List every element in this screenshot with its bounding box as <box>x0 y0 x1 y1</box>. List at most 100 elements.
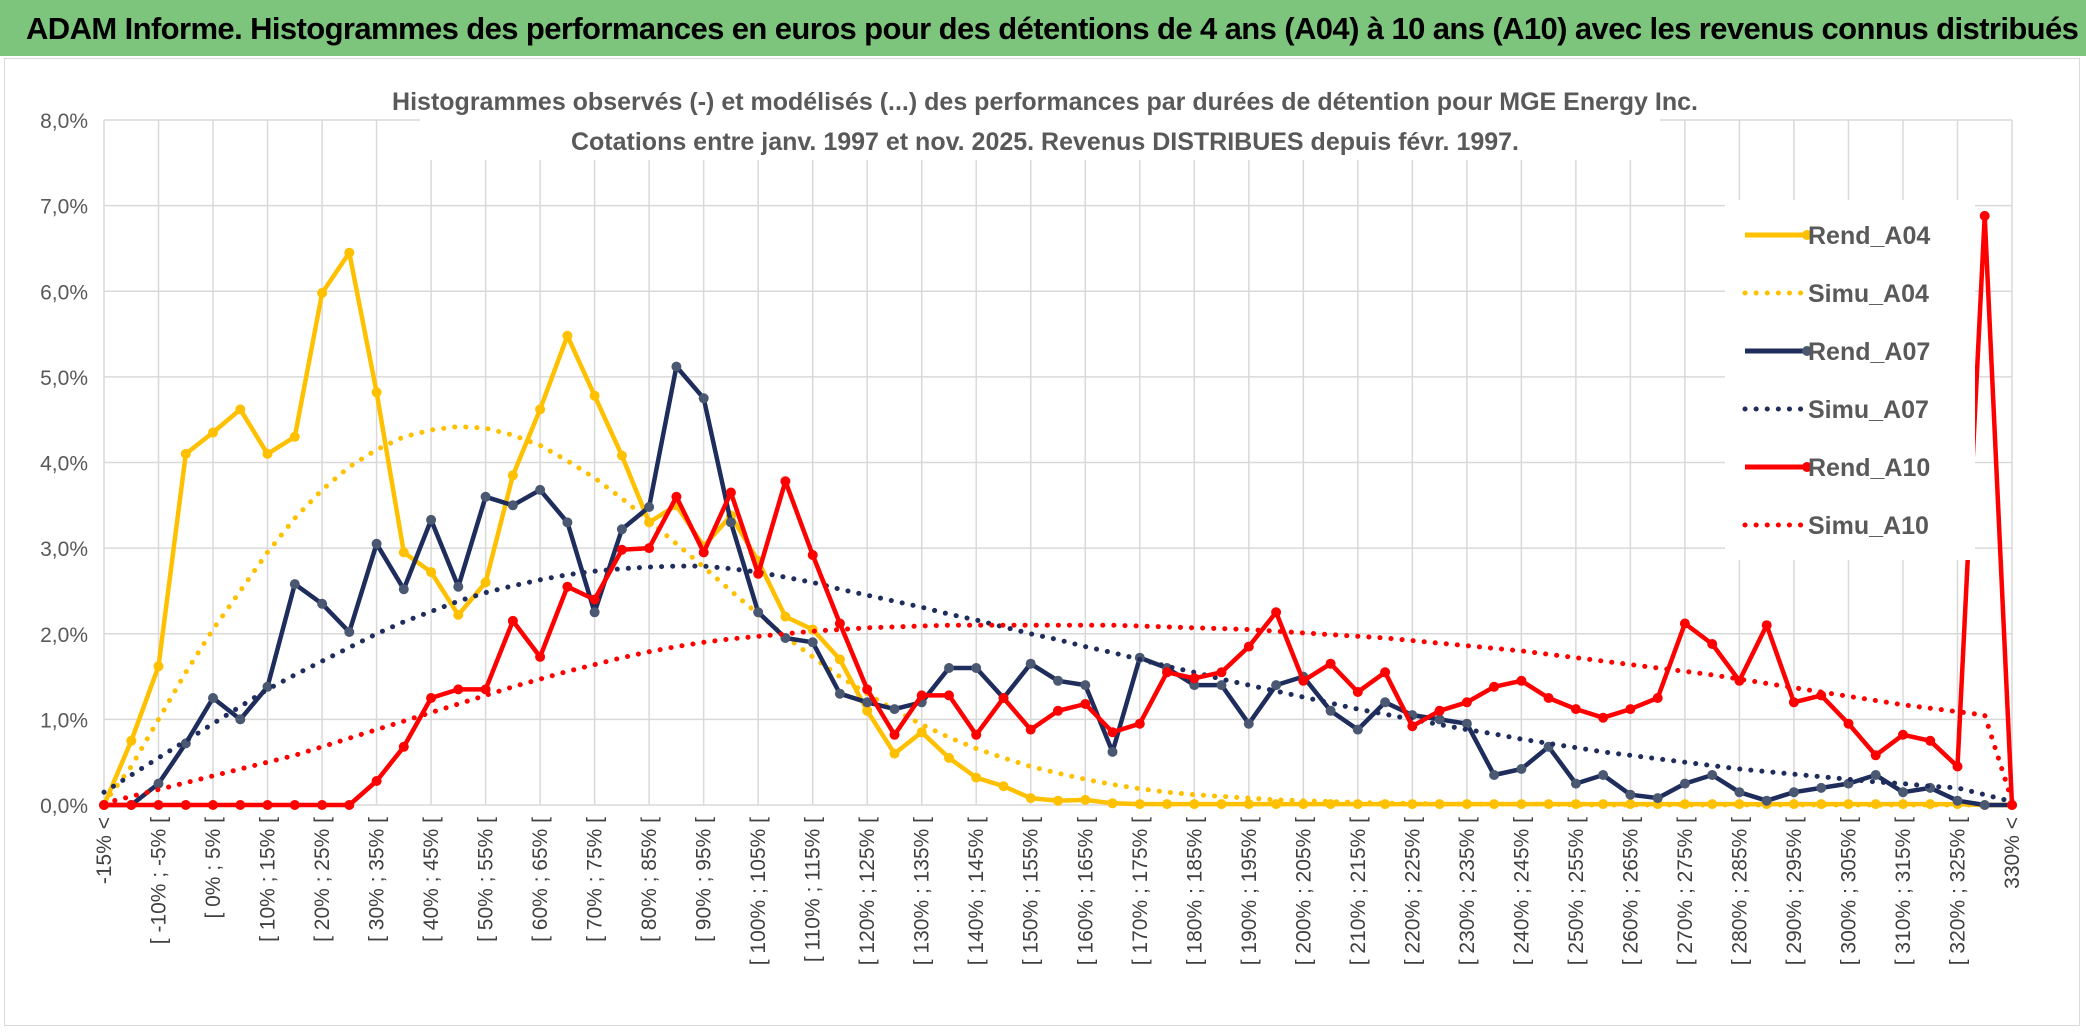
data-point <box>589 594 600 605</box>
series-line <box>101 622 2015 806</box>
x-tick-label: [ 160% ; 165% [ <box>1074 817 1097 965</box>
data-point <box>807 550 818 560</box>
x-tick-label: [ 290% ; 295% [ <box>1783 817 1806 965</box>
data-point <box>644 543 655 554</box>
data-point <box>616 524 627 535</box>
data-point <box>1434 714 1445 725</box>
x-tick-label: [ 190% ; 195% [ <box>1238 817 1261 965</box>
x-tick-label: [ 60% ; 65% [ <box>529 817 552 942</box>
x-tick-label: [ 180% ; 185% [ <box>1183 817 1206 965</box>
legend-marker <box>1802 230 1812 240</box>
data-point <box>480 684 491 695</box>
data-point <box>1352 724 1363 735</box>
data-point <box>1271 607 1282 618</box>
legend-label: Simu_A10 <box>1808 512 1929 540</box>
data-point <box>780 611 791 622</box>
data-point <box>317 800 328 810</box>
x-tick-label: [ 70% ; 75% [ <box>584 817 607 942</box>
data-point <box>1434 705 1445 716</box>
data-point <box>1243 799 1254 810</box>
data-point <box>1080 699 1091 709</box>
series-layer <box>99 210 2017 810</box>
data-point <box>862 684 873 695</box>
title-backdrop <box>420 86 1660 160</box>
data-point <box>671 491 682 502</box>
legend: Rend_A04 Simu_A04 Rend_A07 Simu_A07 Rend_A10… <box>1725 200 1975 560</box>
data-point <box>1925 799 1936 810</box>
data-point <box>126 735 137 746</box>
y-tick-label: 4,0% <box>40 453 88 476</box>
x-tick-label: 330% < <box>2001 817 2024 889</box>
legend-label: Simu_A04 <box>1808 280 1929 308</box>
data-point <box>208 800 218 810</box>
data-point <box>944 690 954 701</box>
data-point <box>644 502 655 512</box>
data-point <box>807 637 818 648</box>
data-point <box>1625 799 1636 810</box>
data-point <box>1380 697 1391 708</box>
data-point <box>725 517 736 528</box>
data-point <box>1761 620 1772 631</box>
data-point <box>944 663 954 673</box>
data-point <box>1053 675 1063 686</box>
data-point <box>153 661 164 672</box>
data-point <box>1134 799 1145 810</box>
data-point <box>1216 799 1227 810</box>
data-point <box>398 547 409 558</box>
data-point <box>753 568 764 579</box>
data-point <box>971 729 982 740</box>
data-point <box>1652 693 1663 703</box>
data-point <box>1489 770 1500 780</box>
data-point <box>944 752 954 763</box>
data-point <box>1216 680 1227 691</box>
data-point <box>180 800 191 810</box>
data-point <box>1870 750 1881 761</box>
axis-layer: 0,0% 1,0% 2,0% 3,0% 4,0% 5,0% 6,0% 7,0% 8,0% -15%… <box>40 110 2024 965</box>
data-point <box>2007 800 2017 810</box>
data-point <box>426 567 437 578</box>
data-point <box>589 607 600 618</box>
data-point <box>426 693 437 703</box>
data-point <box>1461 697 1472 708</box>
data-point <box>235 800 246 810</box>
x-tick-label: [ 120% ; 125% [ <box>856 817 879 965</box>
data-point <box>725 487 736 498</box>
chart-title: Histogrammes observés (-) et modélisés (… <box>392 88 1698 116</box>
x-tick-label: [ 200% ; 205% [ <box>1292 817 1315 965</box>
x-tick-label: [ 10% ; 15% [ <box>257 817 280 942</box>
chart-frame <box>4 58 2080 1026</box>
data-point <box>1870 770 1881 780</box>
data-point <box>371 776 382 786</box>
x-tick-label: [ 230% ; 235% [ <box>1456 817 1479 965</box>
banner: ADAM Informe. Histogrammes des performan… <box>0 0 2086 56</box>
x-tick-label: [ 0% ; 5% [ <box>202 817 225 919</box>
x-tick-label: [ 20% ; 25% [ <box>311 817 334 942</box>
data-point <box>1298 799 1309 810</box>
data-point <box>1407 721 1418 732</box>
x-tick-label: [ 210% ; 215% [ <box>1347 817 1370 965</box>
data-point <box>1898 729 1908 740</box>
data-point <box>1162 667 1172 678</box>
x-tick-label: [ 150% ; 155% [ <box>1020 817 1043 965</box>
x-tick-label: [ 50% ; 55% [ <box>475 817 498 942</box>
data-point <box>834 618 845 629</box>
data-point <box>1189 799 1200 810</box>
y-tick-label: 1,0% <box>40 709 88 732</box>
data-point <box>344 627 355 637</box>
data-point <box>916 727 927 738</box>
data-point <box>1243 718 1254 729</box>
data-point <box>1325 799 1336 810</box>
data-point <box>1271 680 1282 691</box>
y-tick-label: 0,0% <box>40 795 88 818</box>
data-point <box>153 778 164 789</box>
data-point <box>562 517 573 528</box>
data-point <box>208 427 218 438</box>
data-point <box>126 800 137 810</box>
data-point <box>453 609 464 620</box>
data-point <box>289 579 300 590</box>
x-tick-label: [ 320% ; 325% [ <box>1946 817 1969 965</box>
data-point <box>562 581 573 592</box>
data-point <box>1679 778 1690 789</box>
data-point <box>1162 799 1172 810</box>
data-point <box>1352 687 1363 697</box>
